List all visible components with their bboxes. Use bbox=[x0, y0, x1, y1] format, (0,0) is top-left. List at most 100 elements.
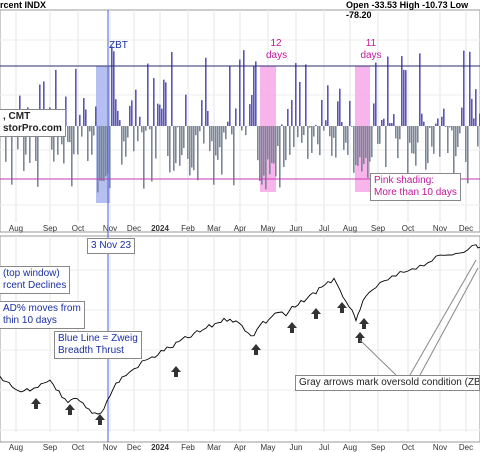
breadth-bar bbox=[51, 126, 53, 150]
breadth-bar bbox=[267, 126, 269, 160]
breadth-bar bbox=[403, 69, 405, 126]
breadth-bar bbox=[81, 126, 83, 137]
breadth-bar bbox=[277, 126, 279, 146]
bottom-x-tick-label: Mar bbox=[207, 443, 221, 452]
breadth-bar bbox=[355, 126, 357, 166]
top-x-tick-label: Mar bbox=[207, 224, 221, 233]
breadth-bar bbox=[449, 126, 451, 128]
breadth-bar bbox=[345, 126, 347, 143]
top-x-tick-label: Feb bbox=[181, 224, 195, 233]
breadth-bar bbox=[227, 121, 229, 126]
breadth-bar bbox=[151, 126, 153, 182]
breadth-bar bbox=[295, 63, 297, 126]
breadth-bar bbox=[451, 126, 453, 131]
breadth-bar bbox=[351, 126, 353, 127]
breadth-bar bbox=[407, 126, 409, 185]
gray-arrows-note: Gray arrows mark oversold condition (ZBT bbox=[295, 375, 480, 391]
oversold-arrow-icon bbox=[31, 398, 41, 409]
breadth-bar bbox=[25, 126, 27, 155]
breadth-bar bbox=[171, 52, 173, 126]
top-window-box: (top window) rcent Declines bbox=[0, 266, 71, 294]
breadth-bar bbox=[217, 126, 219, 160]
breadth-bar bbox=[273, 126, 275, 164]
breadth-bar bbox=[165, 82, 167, 126]
breadth-bar bbox=[183, 126, 185, 149]
breadth-bar bbox=[417, 126, 419, 143]
breadth-bar bbox=[249, 104, 251, 126]
gray-arrow-pointers bbox=[359, 259, 479, 376]
top-x-tick-label: Dec bbox=[127, 224, 141, 233]
ad-moves-box: AD% moves from thin 10 days bbox=[0, 301, 85, 329]
bottom-x-tick-label: Nov bbox=[433, 443, 447, 452]
breadth-bar bbox=[53, 126, 55, 162]
breadth-bar bbox=[175, 126, 177, 164]
bottom-x-tick-label: Dec bbox=[459, 443, 473, 452]
breadth-bar bbox=[269, 126, 271, 175]
breadth-bar bbox=[23, 126, 25, 171]
breadth-bar bbox=[317, 126, 319, 145]
breadth-bar bbox=[399, 126, 401, 140]
breadth-bar bbox=[373, 103, 375, 126]
breadth-bar bbox=[285, 126, 287, 161]
breadth-bar bbox=[63, 126, 65, 164]
breadth-bar bbox=[401, 56, 403, 126]
breadth-bar bbox=[131, 100, 133, 126]
breadth-bar bbox=[253, 65, 255, 126]
breadth-bar bbox=[423, 121, 425, 126]
breadth-bar bbox=[67, 126, 69, 143]
bottom-x-tick-label: Nov bbox=[103, 443, 117, 452]
breadth-bar bbox=[319, 126, 321, 156]
breadth-bar bbox=[421, 113, 423, 126]
pink-note-line-2: More than 10 days bbox=[374, 187, 457, 198]
breadth-bar bbox=[187, 126, 189, 159]
breadth-bar bbox=[93, 126, 95, 136]
breadth-bar bbox=[279, 126, 281, 188]
breadth-bar bbox=[177, 126, 179, 128]
bottom-x-tick-label: Apr bbox=[234, 443, 247, 452]
breadth-bar bbox=[143, 126, 145, 189]
breadth-bar bbox=[263, 126, 265, 176]
bottom-x-tick-label: Sep bbox=[371, 443, 386, 452]
breadth-bar bbox=[163, 79, 165, 126]
breadth-bar bbox=[223, 126, 225, 133]
top-x-tick-label: Sep bbox=[43, 224, 58, 233]
breadth-bar bbox=[377, 126, 379, 144]
breadth-bar bbox=[239, 59, 241, 126]
breadth-bar bbox=[139, 116, 141, 126]
breadth-bar bbox=[147, 63, 149, 126]
oversold-arrows bbox=[31, 302, 369, 425]
breadth-bar bbox=[219, 126, 221, 148]
top-x-tick-label: Oct bbox=[72, 224, 85, 233]
breadth-bar bbox=[95, 106, 97, 126]
oversold-arrow-icon bbox=[337, 302, 347, 313]
breadth-bar bbox=[441, 116, 443, 126]
breadth-bar bbox=[169, 126, 171, 173]
breadth-bar bbox=[75, 68, 77, 126]
breadth-bar bbox=[179, 126, 181, 166]
oversold-arrow-icon bbox=[287, 322, 297, 333]
bottom-x-tick-label: Dec bbox=[127, 443, 141, 452]
breadth-bar bbox=[97, 126, 99, 193]
date-box: 3 Nov 23 bbox=[87, 238, 136, 254]
breadth-bar bbox=[283, 126, 285, 168]
breadth-bar bbox=[469, 51, 471, 126]
breadth-bar bbox=[453, 126, 455, 176]
top-x-tick-label: Aug bbox=[343, 224, 357, 233]
breadth-bar bbox=[87, 126, 89, 162]
breadth-bar bbox=[347, 126, 349, 155]
top-x-tick-label: Apr bbox=[234, 224, 247, 233]
breadth-bar bbox=[321, 99, 323, 126]
breadth-bar bbox=[185, 94, 187, 126]
breadth-bar bbox=[197, 126, 199, 181]
breadth-bar bbox=[145, 126, 147, 131]
breadth-bar bbox=[99, 126, 101, 181]
bottom-x-tick-label: Jul bbox=[319, 443, 329, 452]
breadth-bar bbox=[395, 126, 397, 139]
breadth-bar bbox=[119, 120, 121, 126]
breadth-bar bbox=[327, 85, 329, 126]
ad-moves-line-2: thin 10 days bbox=[3, 315, 57, 326]
zbt-label: ZBT bbox=[109, 40, 128, 51]
breadth-bar bbox=[287, 108, 289, 126]
oversold-arrow-icon bbox=[251, 344, 261, 355]
